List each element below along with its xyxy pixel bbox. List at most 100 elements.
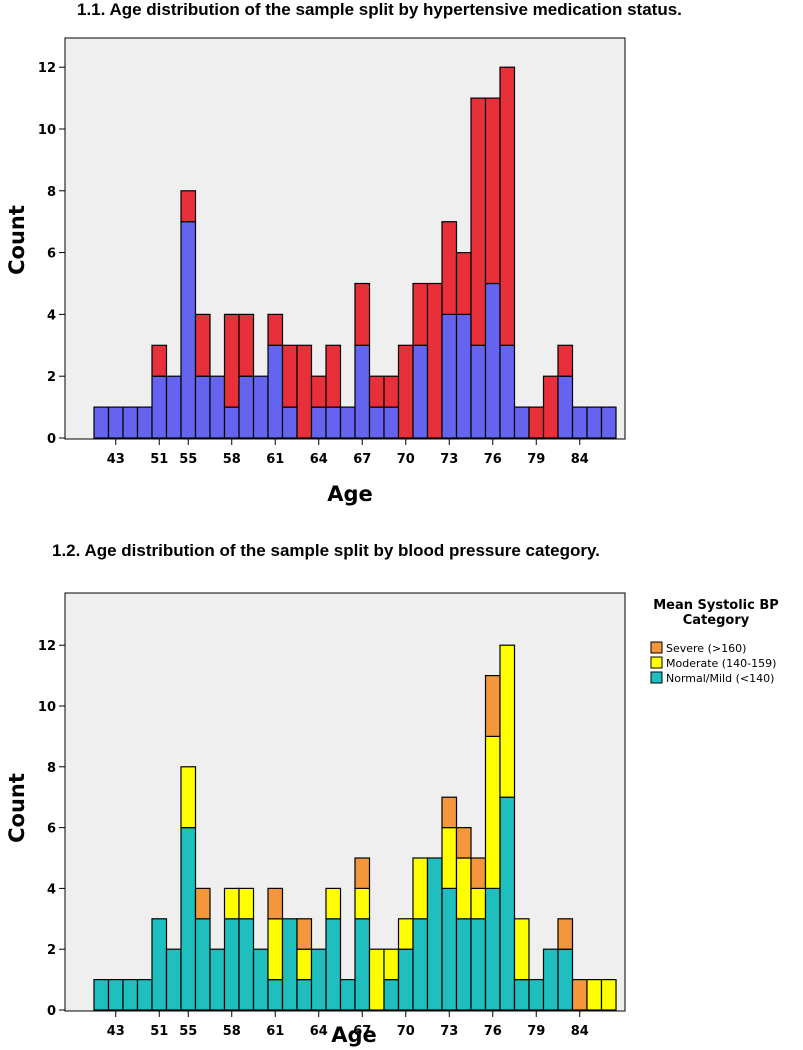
chart2-legend: Mean Systolic BP Category Severe (>160) … xyxy=(650,598,779,685)
chart2-bar-s0-b9 xyxy=(223,918,240,1011)
chart2-bar-s2-b24 xyxy=(441,796,458,829)
chart2-bar-s0-b27 xyxy=(484,887,501,1011)
chart1-bar-s0-b12 xyxy=(267,344,284,439)
chart1-bar-s1-b24 xyxy=(441,221,458,315)
chart1-ytick-2: 4 xyxy=(47,308,56,323)
chart2-bar-s1-b35 xyxy=(600,979,617,1011)
chart2-xtick-4: 61 xyxy=(266,1024,284,1039)
chart1-bar-s1-b19 xyxy=(368,375,385,408)
chart2-bar-s0-b5 xyxy=(165,948,182,1011)
chart1-xtick-10: 79 xyxy=(527,452,545,467)
chart1-bar-s1-b25 xyxy=(455,252,472,316)
chart2-xtick-2: 55 xyxy=(179,1024,197,1039)
chart2-ytick-5: 10 xyxy=(38,700,56,715)
chart2-bar-s1-b26 xyxy=(470,887,487,920)
chart1-bar-s0-b18 xyxy=(354,344,371,439)
chart1-bar-s1-b15 xyxy=(310,375,327,408)
chart1-y-label: Count xyxy=(5,205,29,275)
chart1-xtick-11: 84 xyxy=(571,452,589,467)
chart2-ytick-6: 12 xyxy=(38,639,56,654)
chart2-bar-s0-b16 xyxy=(325,918,342,1011)
chart2-bar-s0-b10 xyxy=(238,918,255,1011)
chart1-xtick-1: 51 xyxy=(150,452,168,467)
chart2-ytick-3: 6 xyxy=(47,822,56,837)
chart2-bar-s1-b24 xyxy=(441,827,458,890)
chart1-bar-s0-b32 xyxy=(557,375,574,439)
chart1-bar-s1-b21 xyxy=(397,344,414,439)
chart1-bar-s0-b6 xyxy=(180,221,197,439)
chart2-bar-s2-b26 xyxy=(470,857,487,889)
chart1-xtick-3: 58 xyxy=(223,452,241,467)
chart1-bar-s0-b11 xyxy=(252,375,269,439)
chart1-bar-s0-b24 xyxy=(441,313,458,439)
chart2-bar-s1-b25 xyxy=(455,857,472,920)
chart1-bar-s1-b10 xyxy=(238,313,255,377)
chart2-xtick-9: 76 xyxy=(484,1024,502,1039)
legend-swatch-severe xyxy=(650,641,663,654)
chart1-bar-s0-b26 xyxy=(470,344,487,439)
chart1-bar-s0-b19 xyxy=(368,406,385,439)
chart1-bar-s0-b8 xyxy=(209,375,226,439)
chart2-bar-s0-b3 xyxy=(136,979,153,1011)
chart2-bar-s0-b1 xyxy=(107,979,124,1011)
chart1-bar-s1-b14 xyxy=(296,344,313,439)
chart1-bar-s1-b18 xyxy=(354,282,371,346)
chart1-bar-s1-b9 xyxy=(223,313,240,408)
chart1-bar-s0-b10 xyxy=(238,375,255,439)
chart2-bar-s0-b2 xyxy=(122,979,139,1011)
chart2-bar-s0-b23 xyxy=(426,857,443,1011)
chart2-bar-s2-b33 xyxy=(571,979,588,1011)
legend-swatch-normal xyxy=(650,671,663,684)
chart2-bar-s1-b20 xyxy=(383,948,400,981)
chart1-bar-s1-b7 xyxy=(194,313,211,377)
legend-swatch-moderate xyxy=(650,656,663,669)
chart2-bar-s0-b0 xyxy=(93,979,110,1011)
chart2-bar-s1-b18 xyxy=(354,887,371,920)
chart1-x-label: Age xyxy=(327,482,373,506)
chart1-bar-s0-b7 xyxy=(194,375,211,439)
chart1-bar-s0-b16 xyxy=(325,406,342,439)
chart1-bar-s0-b22 xyxy=(412,344,429,439)
chart1-bar-s0-b15 xyxy=(310,406,327,439)
chart1-bar-s1-b16 xyxy=(325,344,342,408)
chart2-bar-s2-b14 xyxy=(296,918,313,950)
chart1-bar-s0-b29 xyxy=(513,406,530,439)
legend-label-moderate: Moderate (140-159) xyxy=(666,657,776,670)
chart1-bar-s0-b35 xyxy=(600,406,617,439)
chart2-ytick-2: 4 xyxy=(47,882,56,897)
chart2-ytick-4: 8 xyxy=(47,761,56,776)
chart1-ytick-3: 6 xyxy=(47,247,56,262)
chart1-bar-s1-b12 xyxy=(267,313,284,346)
chart2-bar-s2-b18 xyxy=(354,857,371,889)
chart1-bar-s1-b32 xyxy=(557,344,574,377)
chart2-title: 1.2. Age distribution of the sample spli… xyxy=(52,541,600,560)
chart1-bar-s0-b9 xyxy=(223,406,240,439)
legend-title-line2: Category xyxy=(683,613,750,628)
chart1-ytick-0: 0 xyxy=(47,432,56,447)
chart1-xtick-8: 73 xyxy=(440,452,458,467)
chart1-bar-s1-b23 xyxy=(426,282,443,439)
chart2-xtick-0: 43 xyxy=(107,1024,125,1039)
chart2-bar-s0-b22 xyxy=(412,918,429,1011)
chart2-bar-s1-b10 xyxy=(238,887,255,920)
chart1-bar-s0-b28 xyxy=(499,344,516,439)
chart2-bar-s1-b29 xyxy=(513,918,530,981)
chart1-bar-s0-b5 xyxy=(165,375,182,439)
chart2-bar-s1-b34 xyxy=(586,979,603,1011)
chart1-ytick-1: 2 xyxy=(47,370,56,385)
chart1-xtick-7: 70 xyxy=(397,452,415,467)
chart2-bar-s1-b16 xyxy=(325,887,342,920)
chart2-xtick-10: 79 xyxy=(527,1024,545,1039)
chart1-bar-s1-b13 xyxy=(281,344,298,408)
chart1-ytick-6: 12 xyxy=(38,61,56,76)
chart1-bar-s1-b22 xyxy=(412,282,429,346)
chart2-ytick-1: 2 xyxy=(47,943,56,958)
chart2-bar-s1-b21 xyxy=(397,918,414,950)
legend-title-line1: Mean Systolic BP xyxy=(653,598,779,613)
chart1-bar-s0-b17 xyxy=(339,406,356,439)
chart2-xtick-1: 51 xyxy=(150,1024,168,1039)
chart2-bar-s1-b12 xyxy=(267,918,284,981)
chart1-bar-s0-b25 xyxy=(455,313,472,439)
chart1-xtick-5: 64 xyxy=(310,452,328,467)
chart2-bar-s0-b26 xyxy=(470,918,487,1011)
